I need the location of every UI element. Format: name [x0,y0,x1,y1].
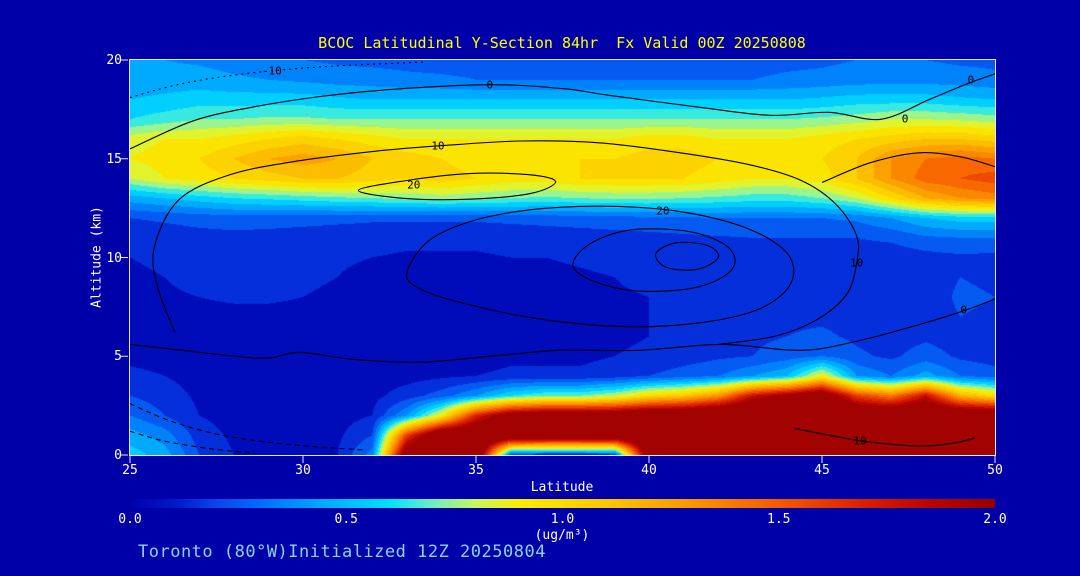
colorbar-units-label: (ug/m³) [534,528,590,543]
contour-line [821,152,995,183]
contour-line [152,140,860,345]
contour-label: 20 [407,178,421,192]
colorbar-tick-label: 0.5 [334,512,358,527]
contour-line [406,205,795,328]
contour-label: 0 [486,78,494,92]
y-tick-label: 15 [106,151,122,167]
filled-contour-canvas [130,60,995,455]
colorbar-tick-label: 1.0 [550,512,575,527]
x-tick-label: 40 [641,463,657,478]
contour-label: 20 [656,204,670,218]
contour-line [130,61,425,99]
contour-lines-overlay [130,61,995,454]
contour-line [572,228,736,292]
contour-line [130,298,995,363]
contour-label: 10 [849,256,864,270]
contour-line [130,403,366,451]
contour-line [130,430,255,454]
y-tick-label: 5 [114,349,122,365]
plot-area: -10 0 0 0 10 20 20 10 0 10 [129,59,996,456]
contour-line [357,172,557,201]
x-tick-label: 35 [468,463,484,478]
y-tick-label: 10 [106,250,122,266]
contour-label: 10 [431,139,445,153]
chart-title: BCOC Latitudinal Y-Section 84hr Fx Valid… [318,34,806,52]
caption: Toronto (80°W)Initialized 12Z 20250804 [138,542,546,562]
contour-label: 0 [901,112,909,126]
contour-label: 0 [967,73,975,87]
x-tick-label: 50 [987,463,1003,478]
x-axis-label: Latitude [530,480,594,495]
y-tick-label: 0 [114,448,122,463]
contour-label: -10 [261,64,282,78]
contour-label: 0 [960,303,968,317]
x-tick-label: 25 [122,463,138,478]
contour-label: 10 [853,434,867,448]
colorbar-gradient [130,499,995,508]
colorbar-tick-label: 2.0 [983,512,1007,527]
y-tick-label: 20 [106,53,122,68]
contour-line [794,427,975,447]
x-tick-label: 30 [295,463,311,478]
contour-line [130,73,995,150]
colorbar-tick-label: 0.0 [118,512,142,527]
x-tick-label: 45 [814,463,830,478]
colorbar-tick-label: 1.5 [767,512,791,527]
contour-line [655,241,720,271]
